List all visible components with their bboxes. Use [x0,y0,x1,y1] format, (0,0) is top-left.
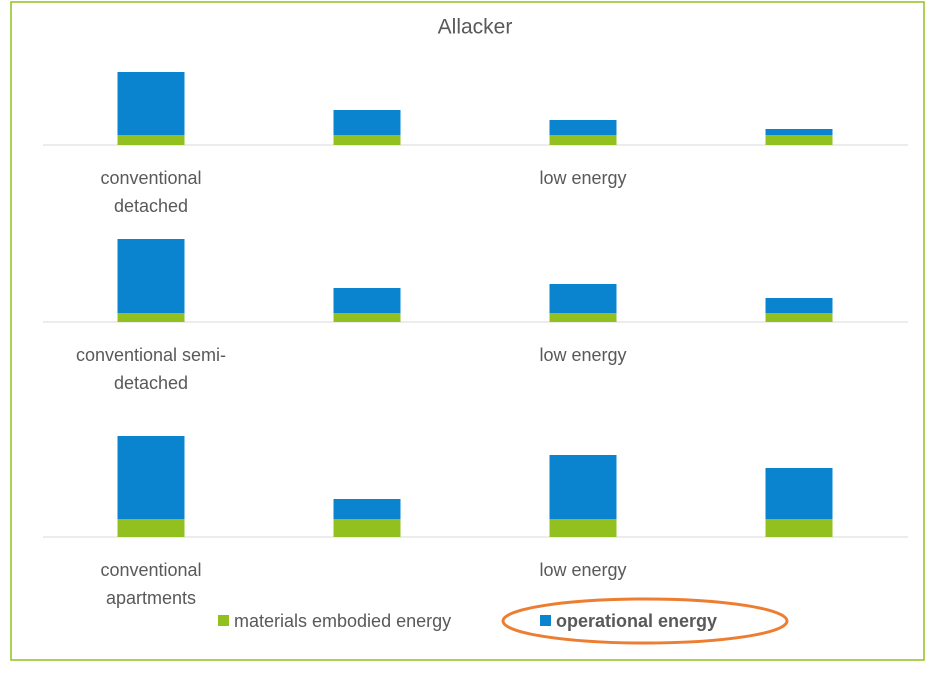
bar-segment [765,298,833,313]
legend-swatch [218,615,229,626]
bar-segment [333,288,401,313]
bar-segment [333,519,401,537]
bar-segment [765,135,833,145]
bar-segment [549,313,617,322]
bar-segment [117,239,185,313]
x-tick-label: low energy [539,345,627,365]
bar-segment [117,519,185,537]
bar-segment [765,313,833,322]
bar-segment [549,135,617,145]
bar-segment [765,129,833,135]
bar-segment [117,436,185,519]
legend-label: operational energy [556,611,717,631]
legend-label: materials embodied energy [234,611,451,631]
chart-border [10,1,925,661]
x-tick-label: low energy [539,560,627,580]
x-tick-label: conventional apartments [100,560,202,608]
bar-segment [333,313,401,322]
bar-segment [549,455,617,519]
x-tick-label: low energy [539,168,627,188]
bar-segment [765,468,833,519]
x-tick-label: conventional semi-detached [75,345,227,393]
bar-segment [549,284,617,313]
bar-segment [333,135,401,145]
bar-segment [117,313,185,322]
bar-segment [333,110,401,135]
highlight-ellipse [501,597,789,645]
bar-segment [117,135,185,145]
bar-segment [765,519,833,537]
bar-segment [549,519,617,537]
x-tick-label: conventional detached [100,168,202,216]
chart-title: Allacker [438,16,513,39]
bar-segment [549,120,617,135]
bar-segment [333,499,401,519]
legend-swatch [540,615,551,626]
bar-segment [117,72,185,135]
